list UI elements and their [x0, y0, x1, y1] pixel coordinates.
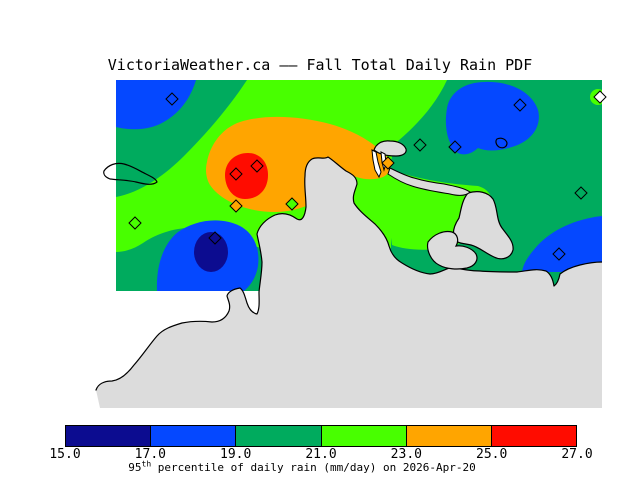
land-sea-mask — [95, 137, 602, 408]
colorbar-tick-labels: 15.0 17.0 19.0 21.0 23.0 25.0 27.0 — [0, 447, 640, 462]
contour-band-17-19-topleft — [116, 80, 196, 130]
colorbar-segments — [65, 425, 577, 447]
caption-superscript: th — [141, 459, 152, 469]
station-diamond-icon — [381, 156, 395, 170]
colorbar-segment-19-21 — [236, 426, 322, 446]
station-diamond-icon — [128, 216, 142, 230]
contour-field — [116, 80, 602, 291]
coastline-race-rocks-island — [103, 162, 158, 185]
station-diamond-icon — [208, 231, 222, 245]
gray-mask-south — [96, 157, 602, 408]
colorbar-segment-21-23 — [321, 426, 407, 446]
gray-channel-pocket — [426, 230, 478, 270]
station-diamond-icon — [229, 167, 243, 181]
station-diamond-icon — [413, 138, 427, 152]
station-diamond-icon — [250, 159, 264, 173]
contour-band-17-19-bottomright — [522, 216, 602, 272]
inlet-sliver-west — [371, 149, 382, 179]
station-diamond-icon — [165, 92, 179, 106]
station-diamond-icon — [448, 140, 462, 154]
station-diamond-icon — [513, 98, 527, 112]
coastline-olympic-peninsula — [95, 156, 602, 391]
colorbar-tick-17.0: 17.0 — [134, 447, 166, 462]
colorbar-tick-27.0: 27.0 — [561, 447, 593, 462]
colorbar-caption: 95th percentile of daily rain (mm/day) o… — [128, 459, 476, 474]
contour-band-15-17-core — [194, 232, 228, 272]
colorbar-tick-25.0: 25.0 — [476, 447, 508, 462]
station-diamond-icon — [229, 199, 243, 213]
colorbar-tick-21.0: 21.0 — [305, 447, 337, 462]
colorbar-segment-23-25 — [406, 426, 492, 446]
caption-prefix: 95 — [128, 461, 142, 474]
page-title: VictoriaWeather.ca —— Fall Total Daily R… — [107, 56, 533, 74]
station-markers — [128, 90, 607, 261]
gray-channel-sanjuan — [452, 191, 514, 260]
colorbar-segment-15-17 — [66, 426, 152, 446]
colorbar-tick-15.0: 15.0 — [49, 447, 81, 462]
colorbar-segment-17-19 — [151, 426, 237, 446]
colorbar — [65, 425, 577, 447]
coastline-tiny-island — [495, 137, 508, 149]
station-diamond-icon — [285, 197, 299, 211]
caption-rest: percentile of daily rain (mm/day) on 202… — [151, 461, 476, 474]
colorbar-tick-23.0: 23.0 — [390, 447, 422, 462]
contour-band-17-19-topright — [445, 81, 539, 155]
station-diamond-icon — [552, 247, 566, 261]
station-diamond-icon — [593, 90, 607, 104]
colorbar-tick-19.0: 19.0 — [220, 447, 252, 462]
colorbar-segment-25-27 — [491, 426, 577, 446]
gray-thin-island-strip — [387, 167, 471, 196]
station-diamond-icon — [574, 186, 588, 200]
